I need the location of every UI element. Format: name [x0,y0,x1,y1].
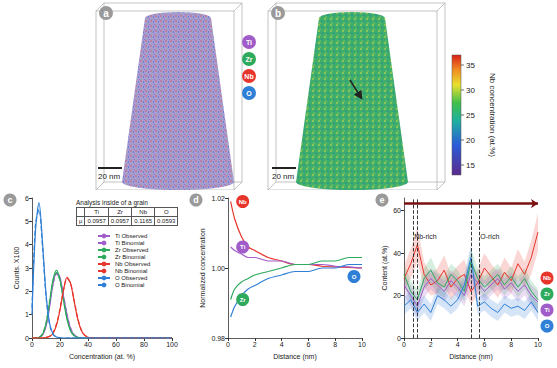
svg-text:Nb-rich: Nb-rich [414,233,437,240]
html-text:Ti: Ti [94,209,99,215]
svg-text:1.00: 1.00 [211,265,225,272]
svg-text:6: 6 [25,195,29,202]
html-text:O: O [163,209,169,215]
svg-text:Zr Binomial: Zr Binomial [115,254,145,260]
svg-text:Distance (nm): Distance (nm) [449,353,493,361]
svg-text:20 nm: 20 nm [272,172,295,181]
svg-text:20 nm: 20 nm [98,172,121,181]
svg-text:8: 8 [333,341,337,348]
svg-text:Nb: Nb [239,199,247,205]
svg-text:15: 15 [466,161,475,170]
svg-text:2: 2 [253,341,257,348]
svg-text:60: 60 [393,207,401,214]
svg-text:0: 0 [226,341,230,348]
svg-text:10: 10 [358,341,366,348]
svg-text:0: 0 [30,341,34,348]
svg-text:8: 8 [509,341,513,348]
svg-text:2: 2 [429,341,433,348]
svg-text:O: O [545,323,550,329]
svg-text:0: 0 [402,341,406,348]
svg-text:Nb: Nb [244,73,253,80]
svg-text:6: 6 [306,341,310,348]
svg-text:Content (at.%): Content (at.%) [381,245,389,290]
svg-text:Zr Observed: Zr Observed [115,247,148,253]
svg-text:20: 20 [466,136,475,145]
svg-text:80: 80 [140,341,148,348]
svg-text:Concentration (at. %): Concentration (at. %) [69,353,135,361]
svg-text:Zr: Zr [544,291,551,297]
svg-text:d: d [193,195,199,205]
svg-text:4: 4 [280,341,284,348]
svg-text:O: O [352,274,357,280]
svg-text:6: 6 [482,341,486,348]
svg-text:0: 0 [397,335,401,342]
svg-text:Nb Binomial: Nb Binomial [115,268,147,274]
svg-text:4: 4 [456,341,460,348]
svg-text:60: 60 [112,341,120,348]
svg-text:40: 40 [84,341,92,348]
svg-text:b: b [275,8,281,19]
svg-text:40: 40 [393,250,401,257]
svg-text:2: 2 [25,288,29,295]
svg-text:Ti: Ti [240,244,246,250]
html-text:0.0957: 0.0957 [87,218,106,224]
svg-text:O Observed: O Observed [115,275,147,281]
svg-text:30: 30 [466,86,475,95]
svg-text:20: 20 [56,341,64,348]
svg-text:Counts. X100: Counts. X100 [13,247,20,290]
html-text:0.1165: 0.1165 [134,218,153,224]
svg-text:Nb: Nb [543,275,551,281]
svg-text:3: 3 [25,265,29,272]
svg-text:Ti: Ti [544,307,550,313]
svg-text:O Binomial: O Binomial [115,282,144,288]
svg-text:Ti Binomial: Ti Binomial [115,240,144,246]
svg-text:1: 1 [25,311,29,318]
svg-text:Nb concentration (at.%): Nb concentration (at.%) [488,73,497,157]
html-text:μ: μ [79,218,83,224]
svg-text:25: 25 [466,111,475,120]
svg-text:5: 5 [25,218,29,225]
svg-text:Zr: Zr [246,56,253,63]
svg-text:35: 35 [466,61,475,70]
svg-text:Zr: Zr [240,297,247,303]
svg-text:Normalized concentration: Normalized concentration [199,228,206,307]
svg-text:O-rich: O-rich [480,233,499,240]
svg-text:Distance (nm): Distance (nm) [273,353,317,361]
svg-text:1.02: 1.02 [211,195,225,202]
html-text:0.0593: 0.0593 [157,218,176,224]
html-text:Analysis inside of a grain: Analysis inside of a grain [76,199,148,206]
svg-text:4: 4 [25,241,29,248]
svg-text:Ti Observed: Ti Observed [115,233,147,239]
svg-text:a: a [103,8,109,19]
svg-text:O: O [246,90,252,97]
html-text:Nb: Nb [139,209,147,215]
svg-text:100: 100 [166,341,178,348]
svg-text:0.98: 0.98 [211,335,225,342]
svg-text:e: e [379,195,384,205]
svg-text:10: 10 [534,341,542,348]
svg-text:20: 20 [393,292,401,299]
svg-text:Ti: Ti [246,39,252,46]
html-text:0.0957: 0.0957 [110,218,130,224]
svg-text:0: 0 [25,335,29,342]
html-text:Zr: Zr [117,209,123,215]
svg-text:c: c [7,195,12,205]
svg-text:Nb Observed: Nb Observed [115,261,150,267]
